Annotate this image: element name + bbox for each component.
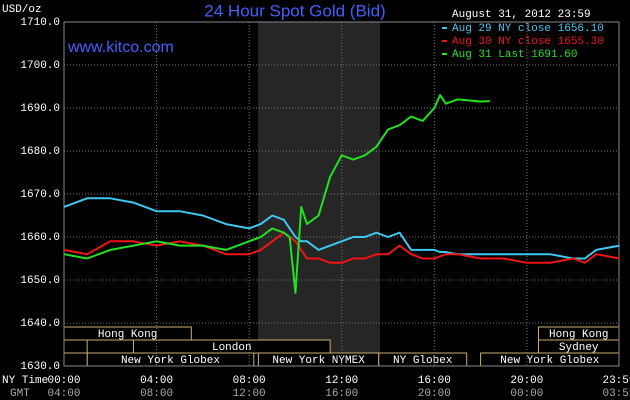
session-box: [63, 339, 88, 354]
y-label: USD/oz: [2, 4, 42, 16]
session-label: New York Globex: [121, 355, 220, 367]
session-label: Hong Kong: [98, 329, 157, 341]
session-label: New York Globex: [500, 355, 599, 367]
session-label: Hong Kong: [549, 329, 608, 341]
y-tick-label: 1680.0: [20, 146, 60, 158]
legend-key: [442, 40, 447, 42]
series-line: [63, 94, 490, 294]
y-tick-label: 1670.0: [20, 189, 60, 201]
x-tick-label: 04:00: [140, 375, 173, 387]
x2-row-label: GMT: [10, 388, 30, 400]
x2-tick-label: 00:00: [510, 388, 543, 400]
chart-title: 24 Hour Spot Gold (Bid): [204, 1, 385, 20]
legend-key: [442, 53, 447, 55]
x2-tick-label: 08:00: [140, 388, 173, 400]
x2-tick-label: 04:00: [47, 388, 80, 400]
y-tick-label: 1710.0: [20, 17, 60, 29]
x-tick-label: 23:59: [602, 375, 630, 387]
legend-label: Aug 31 Last 1691.60: [452, 49, 577, 61]
legend-label: Aug 29 NY close 1656.10: [452, 23, 604, 35]
legend-label: Aug 30 NY close 1655.30: [452, 36, 604, 48]
x-tick-label: 08:00: [233, 375, 266, 387]
timestamp: August 31, 2012 23:59: [452, 9, 591, 21]
y-tick-label: 1700.0: [20, 60, 60, 72]
y-tick-label: 1650.0: [20, 275, 60, 287]
x-tick-label: 20:00: [510, 375, 543, 387]
plot-frame: [63, 21, 620, 367]
session-label: New York NYMEX: [272, 355, 365, 367]
x-tick-label: 00:00: [47, 375, 80, 387]
session-label: NY Globex: [393, 355, 453, 367]
y-tick-label: 1640.0: [20, 318, 60, 330]
x2-tick-label: 20:00: [418, 388, 451, 400]
x2-tick-label: 03:59: [602, 388, 630, 400]
y-tick-label: 1660.0: [20, 232, 60, 244]
series-line: [63, 197, 620, 260]
x-row-label: NY Time: [2, 375, 48, 387]
x2-tick-label: 16:00: [325, 388, 358, 400]
x2-tick-label: 12:00: [233, 388, 266, 400]
x-tick-label: 16:00: [418, 375, 451, 387]
source: www.kitco.com: [67, 39, 174, 56]
session-box: [63, 352, 88, 367]
session-label: Sydney: [559, 342, 599, 354]
session-label: London: [212, 342, 252, 354]
y-tick-label: 1630.0: [20, 361, 60, 373]
y-tick-label: 1690.0: [20, 103, 60, 115]
legend-key: [442, 27, 447, 29]
series-line: [63, 231, 620, 264]
x-tick-label: 12:00: [325, 375, 358, 387]
